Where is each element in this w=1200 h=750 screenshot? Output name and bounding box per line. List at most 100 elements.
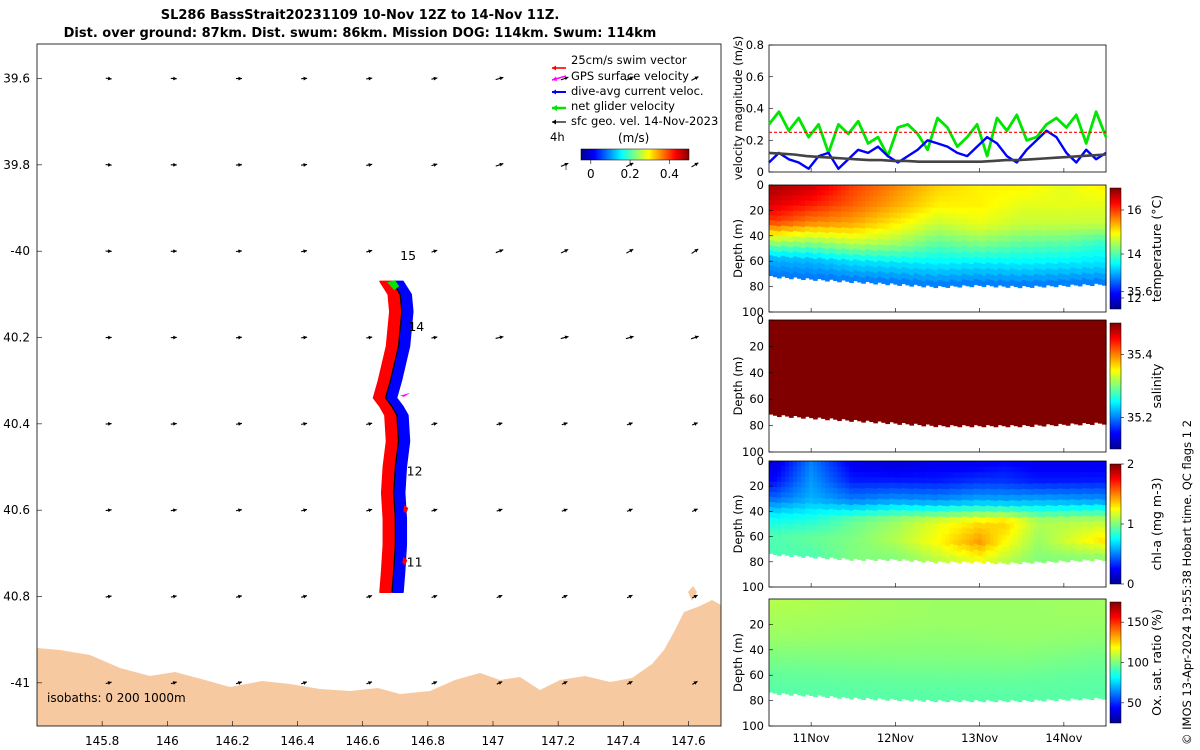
section-cell [1001, 320, 1007, 327]
section-cell [921, 269, 927, 277]
section-cell [1081, 499, 1087, 506]
section-cell [921, 408, 927, 415]
section-cell [901, 504, 906, 511]
section-cell [821, 352, 826, 359]
section-cell [781, 676, 786, 683]
section-cell [1085, 417, 1091, 425]
section-cell [973, 401, 979, 408]
section-cell [841, 320, 846, 327]
section-cell [1081, 223, 1087, 230]
section-cell [829, 226, 834, 233]
section-cell [885, 273, 890, 280]
section-cell [905, 257, 911, 264]
section-cell [921, 196, 927, 203]
section-cell [877, 477, 882, 484]
section-cell [993, 367, 999, 374]
section-cell [921, 505, 927, 513]
section-cell [965, 378, 971, 386]
section-cell [989, 325, 995, 333]
day-marker-15: 15 [400, 248, 416, 263]
section-cell [941, 402, 947, 409]
section-cell [953, 494, 959, 501]
section-cell [1061, 549, 1067, 556]
section-cell [853, 195, 858, 202]
section-cell [1017, 276, 1023, 283]
section-cell [793, 351, 798, 358]
section-cell [1037, 505, 1043, 512]
section-cell [925, 201, 931, 208]
section-cell [957, 247, 963, 254]
section-cell [1037, 461, 1043, 468]
section-cell [1045, 229, 1051, 236]
section-cell [805, 389, 810, 396]
section-cell [933, 379, 939, 386]
section-cell [777, 492, 782, 499]
section-cell [1053, 269, 1059, 276]
section-cell [981, 331, 987, 339]
section-cell [953, 384, 959, 391]
section-cell [897, 201, 902, 208]
section-cell [845, 509, 850, 516]
section-cell [825, 397, 830, 404]
section-cell [817, 540, 822, 547]
section-cell [937, 401, 943, 408]
section-cell [813, 320, 818, 327]
section-cell [805, 614, 810, 621]
section-cell [977, 533, 983, 540]
section-cell [965, 390, 971, 397]
section-cell [901, 542, 906, 549]
section-cell [885, 325, 890, 333]
section-cell [881, 510, 886, 517]
section-cell [829, 258, 834, 265]
section-cell [1097, 411, 1103, 418]
section-cell [1069, 262, 1075, 269]
section-cell [837, 254, 842, 261]
section-cell [881, 499, 886, 506]
section-cell [933, 523, 939, 530]
section-cell [833, 520, 838, 527]
section-cell [885, 360, 890, 367]
day-marker-12: 12 [407, 464, 423, 479]
section-cell [1101, 418, 1107, 425]
section-cell [925, 466, 931, 473]
section-cell [969, 367, 975, 374]
section-cell [1093, 185, 1099, 192]
section-cell [893, 477, 898, 484]
section-cell [1081, 461, 1087, 468]
section-cell [989, 257, 995, 264]
section-cell [885, 279, 890, 286]
section-cell [1057, 526, 1063, 534]
section-cell [1005, 224, 1011, 232]
section-cell [1101, 532, 1107, 539]
section-cell [865, 259, 870, 266]
section-cell [777, 190, 782, 196]
section-cell [1101, 466, 1107, 473]
section-cell [781, 404, 786, 410]
section-cell [1029, 355, 1035, 362]
section-cell [789, 503, 794, 510]
section-cell [825, 243, 830, 250]
section-cell [1057, 360, 1063, 367]
section-cell [781, 517, 786, 524]
section-cell [977, 419, 983, 427]
section-cell [769, 377, 774, 384]
section-cell [929, 337, 935, 344]
section-cell [769, 250, 774, 256]
section-cell [1065, 477, 1071, 484]
section-cell [901, 488, 906, 495]
section-cell [973, 234, 979, 241]
section-cell [997, 185, 1003, 192]
section-cell [873, 405, 878, 412]
section-cell [1041, 540, 1047, 547]
section-cell [877, 461, 882, 467]
section-cell [1077, 269, 1083, 276]
section-cell [1049, 280, 1055, 287]
section-cell [969, 190, 975, 197]
section-cell [1005, 331, 1011, 339]
section-cell [853, 504, 858, 511]
section-cell [773, 604, 778, 611]
section-cell [805, 336, 810, 342]
section-cell [993, 535, 999, 542]
section-cell [837, 320, 842, 327]
